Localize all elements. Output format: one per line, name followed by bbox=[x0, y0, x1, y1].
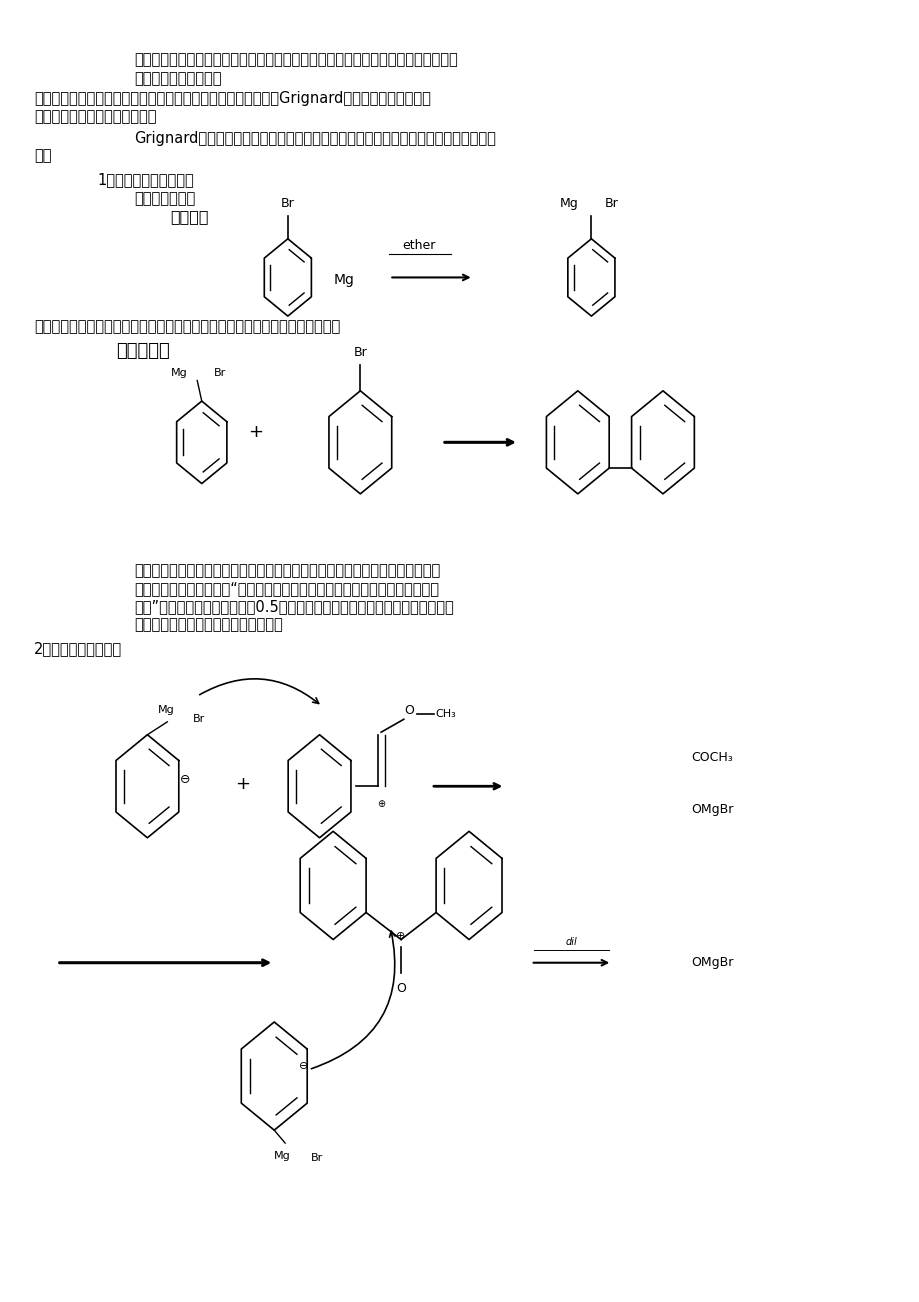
Text: O: O bbox=[396, 982, 405, 995]
Text: 1．苯基溨化镁的制备：: 1．苯基溨化镁的制备： bbox=[97, 172, 194, 186]
Text: Br: Br bbox=[280, 198, 294, 211]
Text: 主要副反应: 主要副反应 bbox=[116, 342, 169, 359]
Text: 反应式：: 反应式： bbox=[170, 210, 209, 224]
Text: ⊕: ⊕ bbox=[396, 931, 405, 940]
Text: +: + bbox=[248, 423, 264, 441]
Text: ⊖: ⊖ bbox=[180, 773, 190, 786]
Text: Br: Br bbox=[192, 715, 205, 724]
Text: 试剂要求：镁屑、新蒸渴苯、苯甲酸甲酩、无水乙醚、氯化锨、乙醇（各试剂用量根: 试剂要求：镁屑、新蒸渴苯、苯甲酸甲酩、无水乙醚、氯化锨、乙醇（各试剂用量根 bbox=[133, 52, 457, 66]
Text: OMgBr: OMgBr bbox=[690, 956, 732, 969]
Text: Br: Br bbox=[353, 345, 367, 358]
Text: 2．三苯甲醇的制备：: 2．三苯甲醇的制备： bbox=[34, 641, 122, 656]
Text: O: O bbox=[403, 703, 414, 716]
Text: 三．实验原理和实验步骤本实验的主要目的是学习无水条件下的Grignard反应实验操作，因此贯: 三．实验原理和实验步骤本实验的主要目的是学习无水条件下的Grignard反应实验… bbox=[34, 91, 430, 105]
Text: OMgBr: OMgBr bbox=[690, 803, 732, 816]
Text: Mg: Mg bbox=[559, 198, 577, 211]
Text: Mg: Mg bbox=[334, 273, 354, 286]
Text: Br: Br bbox=[213, 368, 225, 378]
Text: 重要，但也不要太高，防止产物分解。: 重要，但也不要太高，防止产物分解。 bbox=[133, 617, 282, 633]
Text: Mg: Mg bbox=[158, 706, 175, 715]
Text: CH₃: CH₃ bbox=[435, 710, 456, 719]
Text: 基本反应原理：: 基本反应原理： bbox=[133, 191, 195, 206]
Text: +: + bbox=[234, 775, 250, 793]
Text: Mg: Mg bbox=[171, 368, 187, 378]
Text: Br: Br bbox=[310, 1154, 323, 1164]
Text: 穿整个实验的核心是无水条件。: 穿整个实验的核心是无水条件。 bbox=[34, 108, 156, 124]
Text: ⊖: ⊖ bbox=[299, 1061, 308, 1070]
Text: 身放热）。如课本所说，“滴加无水乙醚和溨苯的速率控制在使溶液微微沸腾和: 身放热）。如课本所说，“滴加无水乙醚和溨苯的速率控制在使溶液微微沸腾和 bbox=[133, 582, 438, 596]
Text: 微热”。反应完成后，水浴回朅0.5小时，由于反应已经完毕，此步温度控制并不: 微热”。反应完成后，水浴回朅0.5小时，由于反应已经完毕，此步温度控制并不 bbox=[133, 599, 453, 615]
Text: COCH₃: COCH₃ bbox=[690, 751, 732, 764]
Text: 据实验过程需要计算）: 据实验过程需要计算） bbox=[133, 72, 221, 86]
Text: ，又会使主要反应的反应完成时间延长，因此，此步骤控制温度很重要（反应本: ，又会使主要反应的反应完成时间延长，因此，此步骤控制温度很重要（反应本 bbox=[133, 564, 439, 578]
Text: Br: Br bbox=[604, 198, 618, 211]
Text: Grignard反应必须在无水、无氧和无二氧化碳条件下进行，最好要在氮气保护下进行实: Grignard反应必须在无水、无氧和无二氧化碳条件下进行，最好要在氮气保护下进… bbox=[133, 130, 495, 146]
Text: Mg: Mg bbox=[274, 1151, 290, 1161]
Text: 验。: 验。 bbox=[34, 148, 51, 164]
Text: ether: ether bbox=[403, 238, 436, 251]
Text: ⊕: ⊕ bbox=[377, 799, 385, 809]
Text: dil: dil bbox=[565, 937, 577, 948]
Text: 从主要副反应来看，如果反应温度过高，会提高副反应的产率，但反应温度过低: 从主要副反应来看，如果反应温度过高，会提高副反应的产率，但反应温度过低 bbox=[34, 319, 340, 333]
